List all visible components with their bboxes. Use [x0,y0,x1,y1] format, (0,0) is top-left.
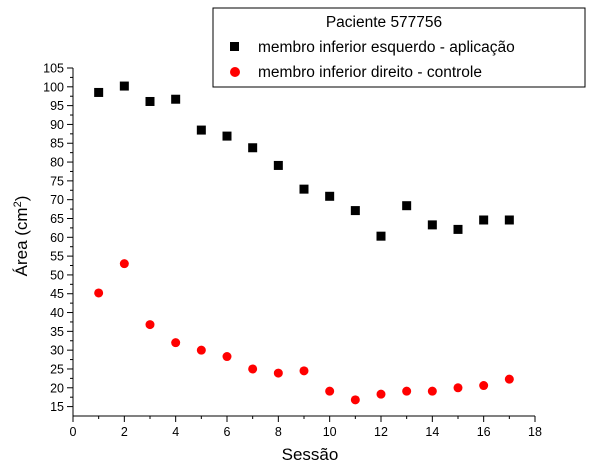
data-point-square [504,215,514,225]
y-tick-label: 40 [50,306,64,320]
data-point-square [119,81,129,91]
x-tick-label: 10 [323,425,337,439]
data-point-circle [299,366,309,376]
data-point-square [248,143,258,153]
axes [72,68,535,417]
data-point-circle [479,381,489,391]
data-point-square [427,220,437,230]
legend-title: Paciente 577756 [326,14,442,31]
data-point-circle [427,386,437,396]
data-point-circle [94,288,104,298]
data-point-square [350,206,360,216]
data-point-square [273,160,283,170]
legend-box [212,7,586,88]
data-point-square [402,201,412,211]
data-point-circle [119,259,129,269]
y-tick-label: 105 [43,62,64,76]
y-tick-label: 65 [50,212,64,226]
data-point-circle [273,368,283,378]
y-tick-label: 45 [50,287,64,301]
x-tick-label: 2 [121,425,128,439]
legend-circle-marker [230,67,240,77]
data-point-circle [196,345,206,355]
data-point-circle [504,374,514,384]
data-point-square [479,215,489,225]
x-tick-label: 0 [70,425,77,439]
x-tick-label: 12 [374,425,388,439]
x-tick-label: 14 [425,425,439,439]
y-tick-label: 100 [43,80,64,94]
data-point-square [196,125,206,135]
legend: Paciente 577756 membro inferior esquerdo… [212,7,586,88]
x-tick-label: 8 [275,425,282,439]
data-point-circle [171,338,181,348]
y-tick-label: 50 [50,268,64,282]
y-tick-label: 15 [50,400,64,414]
data-marks [94,81,514,405]
y-tick-label: 80 [50,156,64,170]
y-tick-label: 60 [50,231,64,245]
x-tick-label: 16 [477,425,491,439]
legend-series-1-label: membro inferior esquerdo - aplicação [258,39,515,56]
y-tick-label: 25 [50,362,64,376]
data-point-circle [325,386,335,396]
data-point-circle [145,320,155,330]
data-point-square [299,184,309,194]
data-point-circle [453,383,463,393]
data-point-circle [376,389,386,399]
data-point-square [222,131,232,141]
data-point-square [376,231,386,241]
data-point-square [171,94,181,104]
data-point-square [145,96,155,106]
y-tick-label: 35 [50,325,64,339]
x-ticks: 0 2 4 6 8 10 12 14 16 18 [70,416,542,439]
y-tick-label: 95 [50,99,64,113]
data-point-circle [350,395,360,405]
x-axis-title: Sessão [282,445,339,464]
data-point-square [94,87,104,97]
x-tick-label: 18 [528,425,542,439]
y-tick-label: 75 [50,174,64,188]
y-tick-label: 55 [50,250,64,264]
data-point-square [325,191,335,201]
y-tick-label: 30 [50,344,64,358]
y-axis-title: Área (cm2) [12,196,31,277]
data-point-square [453,224,463,234]
y-tick-label: 85 [50,137,64,151]
x-tick-label: 4 [172,425,179,439]
x-tick-label: 6 [224,425,231,439]
y-tick-label: 20 [50,381,64,395]
legend-series-2-label: membro inferior direito - controle [258,64,482,81]
y-tick-label: 90 [50,118,64,132]
data-point-circle [222,352,232,362]
y-tick-label: 70 [50,193,64,207]
data-point-circle [402,386,412,396]
data-point-circle [248,364,258,374]
y-ticks: 15 20 25 30 35 40 45 50 55 60 65 70 75 80 85 90 95 100 105 [43,62,73,414]
legend-square-marker [230,42,239,51]
